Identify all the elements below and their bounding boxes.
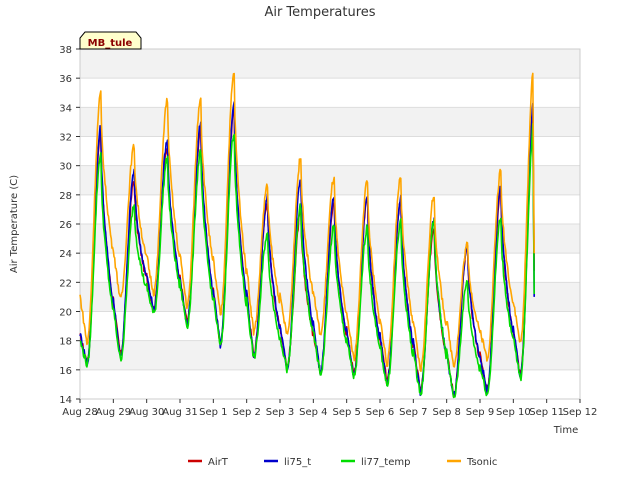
site-label-background xyxy=(79,31,142,50)
legend-label: li75_t xyxy=(284,457,311,468)
background-band xyxy=(80,282,580,312)
y-tick-label: 22 xyxy=(59,278,72,289)
background-band xyxy=(80,49,580,79)
background-band xyxy=(80,107,580,137)
background-band xyxy=(80,165,580,195)
x-tick-label: Sep 5 xyxy=(332,407,360,418)
x-tick-label: Aug 28 xyxy=(62,407,97,418)
y-axis-ticks: 14 16 18 20 22 24 26 28 30 32 34 36 38 xyxy=(59,45,80,406)
y-tick-label: 32 xyxy=(59,133,72,144)
legend-label: AirT xyxy=(208,457,229,468)
y-tick-label: 24 xyxy=(59,249,72,260)
x-tick-label: Sep 8 xyxy=(432,407,460,418)
background-band xyxy=(80,369,580,399)
y-tick-label: 16 xyxy=(59,366,72,377)
y-axis-label: Air Temperature (C) xyxy=(9,175,20,273)
x-tick-label: Sep 3 xyxy=(266,407,294,418)
background-band xyxy=(80,136,580,166)
x-tick-label: Sep 12 xyxy=(563,407,598,418)
x-tick-label: Sep 7 xyxy=(399,407,427,418)
x-tick-label: Aug 31 xyxy=(162,407,197,418)
y-tick-label: 18 xyxy=(59,337,72,348)
chart-title: Air Temperatures xyxy=(264,5,375,20)
x-tick-label: Aug 29 xyxy=(96,407,131,418)
legend: AirT li75_t li77_temp Tsonic xyxy=(188,457,497,468)
background-band xyxy=(80,78,580,108)
x-tick-label: Sep 2 xyxy=(232,407,260,418)
background-band xyxy=(80,340,580,370)
y-tick-label: 14 xyxy=(59,395,72,406)
y-tick-label: 36 xyxy=(59,74,72,85)
legend-label: li77_temp xyxy=(361,457,410,468)
x-tick-label: Sep 9 xyxy=(466,407,494,418)
y-tick-label: 38 xyxy=(59,45,72,56)
x-tick-label: Sep 4 xyxy=(299,407,327,418)
series-line-li77_temp xyxy=(79,122,535,399)
y-tick-label: 34 xyxy=(59,103,72,114)
x-tick-label: Sep 11 xyxy=(529,407,564,418)
x-tick-label: Sep 6 xyxy=(366,407,394,418)
x-tick-label: Aug 30 xyxy=(129,407,164,418)
x-tick-label: Sep 10 xyxy=(496,407,531,418)
series-lines xyxy=(79,72,535,399)
background-band xyxy=(80,311,580,341)
site-label-box: MB_tule xyxy=(79,31,142,50)
legend-label: Tsonic xyxy=(466,457,497,468)
site-label: MB_tule xyxy=(88,38,133,49)
y-tick-label: 20 xyxy=(59,308,72,319)
y-tick-label: 30 xyxy=(59,162,72,173)
y-tick-label: 28 xyxy=(59,191,72,202)
x-tick-label: Sep 1 xyxy=(199,407,227,418)
y-tick-label: 26 xyxy=(59,220,72,231)
series-line-tsonic xyxy=(79,72,535,372)
x-axis-label: Time xyxy=(553,425,578,436)
